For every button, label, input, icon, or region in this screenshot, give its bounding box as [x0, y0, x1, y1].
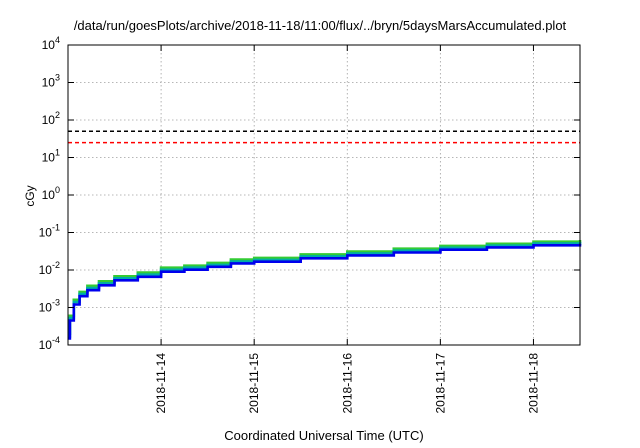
chart-title: /data/run/goesPlots/archive/2018-11-18/1… [73, 18, 567, 33]
plot-frame [67, 44, 581, 346]
y-tick-label: 100 [42, 185, 60, 202]
y-tick-label: 103 [42, 73, 60, 90]
y-tick-label: 101 [42, 148, 60, 165]
series-line-3 [68, 243, 582, 340]
y-tick-label: 10-3 [39, 298, 60, 315]
y-tick-label: 102 [42, 110, 60, 127]
x-tick-label: 2018-11-14 [154, 353, 168, 414]
series-line-1 [68, 240, 582, 335]
x-tick-label: 2018-11-18 [526, 353, 540, 414]
y-tick-label: 10-4 [39, 335, 60, 352]
series-line-2 [68, 241, 582, 338]
y-tick-label: 10-2 [39, 260, 60, 277]
y-tick-label: 10-1 [39, 223, 60, 240]
x-tick-label: 2018-11-16 [340, 353, 354, 414]
x-tick-label: 2018-11-17 [433, 353, 447, 414]
x-tick-label: 2018-11-15 [247, 353, 261, 414]
y-tick-label: 104 [42, 35, 60, 52]
y-axis-label: cGy [23, 185, 37, 207]
x-axis-label: Coordinated Universal Time (UTC) [224, 428, 424, 443]
